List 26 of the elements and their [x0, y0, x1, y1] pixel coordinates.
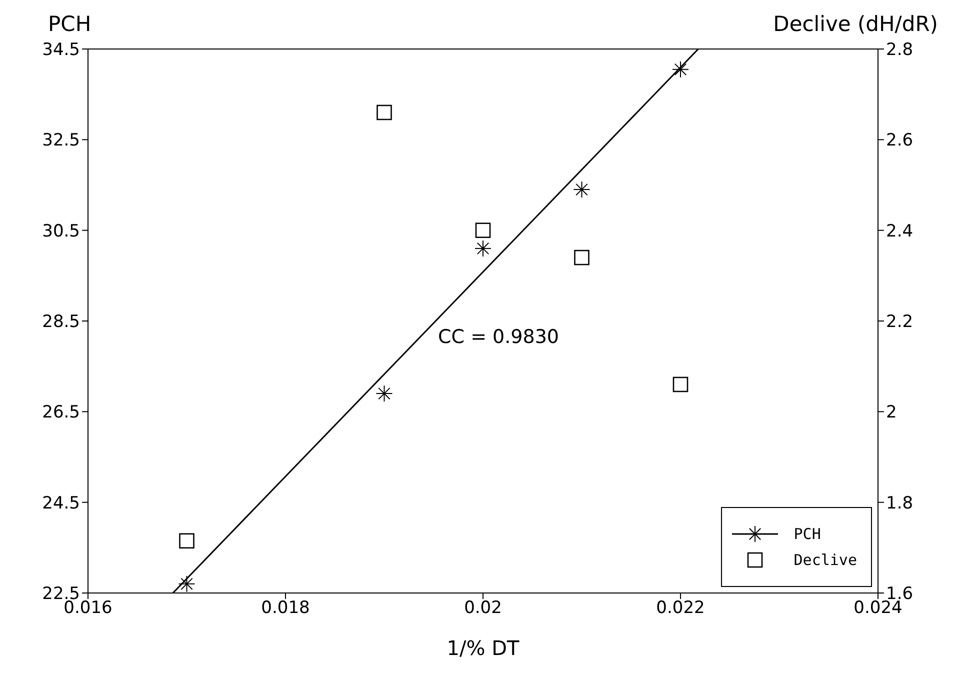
y-axis-title: PCH	[48, 12, 92, 36]
point	[574, 250, 590, 266]
legend-label: PCH	[794, 525, 821, 543]
y2-axis-title: Declive (dH/dR)	[773, 12, 938, 36]
x-tick-label: 0.018	[261, 598, 310, 618]
y2-tick-label: 2.2	[886, 312, 914, 332]
point	[376, 104, 392, 120]
x-tick-label: 0.02	[464, 598, 502, 618]
point	[179, 533, 194, 549]
x-tick-label: 0.022	[656, 598, 705, 618]
y-tick-label: 32.5	[42, 130, 80, 151]
y-tick-label: 24.5	[42, 493, 80, 514]
annotation: CC = 0.9830	[438, 326, 560, 348]
y-tick-label: 30.5	[42, 221, 80, 242]
point	[672, 376, 688, 392]
legend-label: Declive	[794, 551, 857, 569]
point	[475, 222, 491, 238]
y2-tick-label: 2.6	[886, 130, 914, 151]
y2-tick-label: 2	[886, 402, 897, 423]
x-axis-title: 1/% DT	[446, 636, 520, 660]
y2-tick-label: 2.8	[886, 40, 914, 60]
y-tick-label: 34.5	[42, 40, 80, 60]
y2-tick-label: 2.4	[886, 221, 914, 242]
y2-tick-label: 1.8	[886, 493, 914, 514]
y-tick-label: 26.5	[42, 402, 80, 423]
y-tick-label: 28.5	[42, 312, 80, 332]
